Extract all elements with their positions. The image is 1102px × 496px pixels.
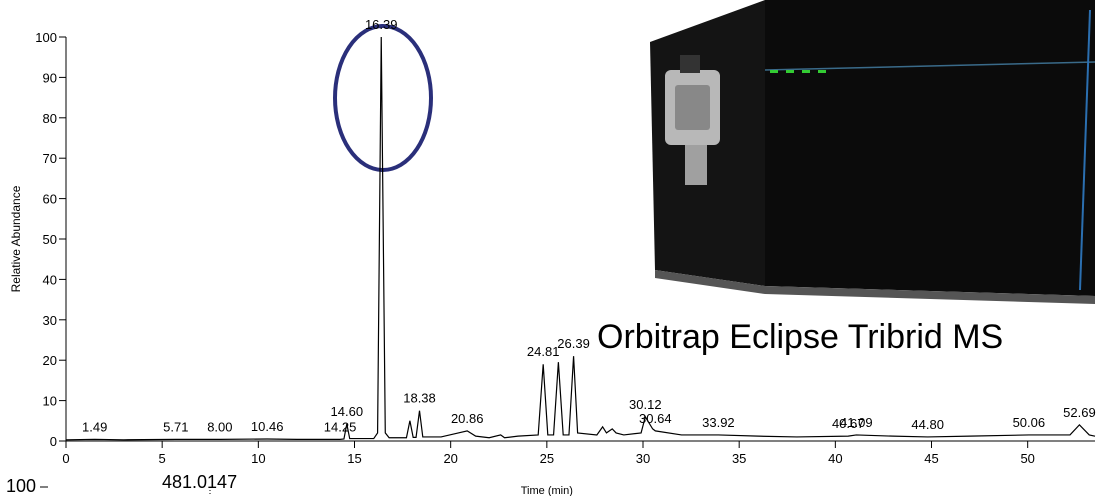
y-tick-label: 100: [35, 30, 57, 45]
peak-label: 1.49: [82, 419, 107, 434]
peak-label: 16.39: [365, 17, 398, 32]
x-tick-label: 10: [251, 451, 265, 466]
peak-label: 14.60: [331, 404, 364, 419]
x-tick-label: 0: [62, 451, 69, 466]
y-tick-label: 100: [6, 476, 36, 496]
instrument-edge: [1079, 9, 1091, 291]
peak-label: 50.06: [1013, 415, 1046, 430]
peak-label: 44.80: [911, 417, 944, 432]
instrument-image: [650, 0, 1096, 304]
instrument-light: [802, 70, 810, 73]
x-tick-label: 15: [347, 451, 361, 466]
y-tick-label: 80: [43, 111, 57, 126]
y-tick-label: 70: [43, 151, 57, 166]
instrument-arm: [685, 145, 707, 185]
x-tick-label: 35: [732, 451, 746, 466]
instrument-front: [765, 0, 1095, 296]
peak-label: 20.86: [451, 411, 484, 426]
y-tick-label: 90: [43, 70, 57, 85]
instrument-base: [655, 270, 1095, 304]
peak-label: 10.46: [251, 419, 284, 434]
instrument-stripe: [764, 61, 1096, 71]
y-tick-label: 30: [43, 313, 57, 328]
x-axis-label: Time (min): [521, 485, 573, 496]
highlight-ellipse: [333, 24, 433, 172]
instrument-light: [786, 70, 794, 73]
y-axis-label: Relative Abundance: [9, 185, 23, 292]
instrument-window: [675, 85, 710, 130]
x-tick-label: 20: [443, 451, 457, 466]
peak-label: 5.71: [163, 419, 188, 434]
peak-label: 30.12: [629, 397, 662, 412]
x-tick-label: 30: [636, 451, 650, 466]
x-tick-label: 25: [540, 451, 554, 466]
x-tick-label: 5: [159, 451, 166, 466]
y-tick-label: 20: [43, 353, 57, 368]
y-tick-label: 40: [43, 272, 57, 287]
peak-label: 481.0147: [162, 472, 237, 492]
peak-label: 8.00: [207, 419, 232, 434]
y-tick-label: 10: [43, 394, 57, 409]
instrument-source: [680, 55, 700, 73]
y-tick-label: 50: [43, 232, 57, 247]
peak-label: 33.92: [702, 415, 735, 430]
peak-label: 18.38: [403, 391, 436, 406]
x-tick-label: 50: [1020, 451, 1034, 466]
peak-label: 24.81: [527, 344, 560, 359]
peak-label: 14.25: [324, 419, 357, 434]
y-tick-label: 60: [43, 192, 57, 207]
instrument-light: [818, 70, 826, 73]
product-label: Orbitrap Eclipse Tribrid MS: [597, 318, 1003, 356]
x-tick-label: 40: [828, 451, 842, 466]
instrument-light: [770, 70, 778, 73]
peak-label: 41.09: [840, 415, 873, 430]
x-tick-label: 45: [924, 451, 938, 466]
y-tick-label: 0: [50, 434, 57, 449]
peak-label: 26.39: [557, 336, 590, 351]
trace: [65, 36, 1096, 441]
peak-label: 30.64: [639, 411, 672, 426]
peak-label: 52.69: [1063, 405, 1096, 420]
peak-label: 40.67: [832, 416, 865, 431]
